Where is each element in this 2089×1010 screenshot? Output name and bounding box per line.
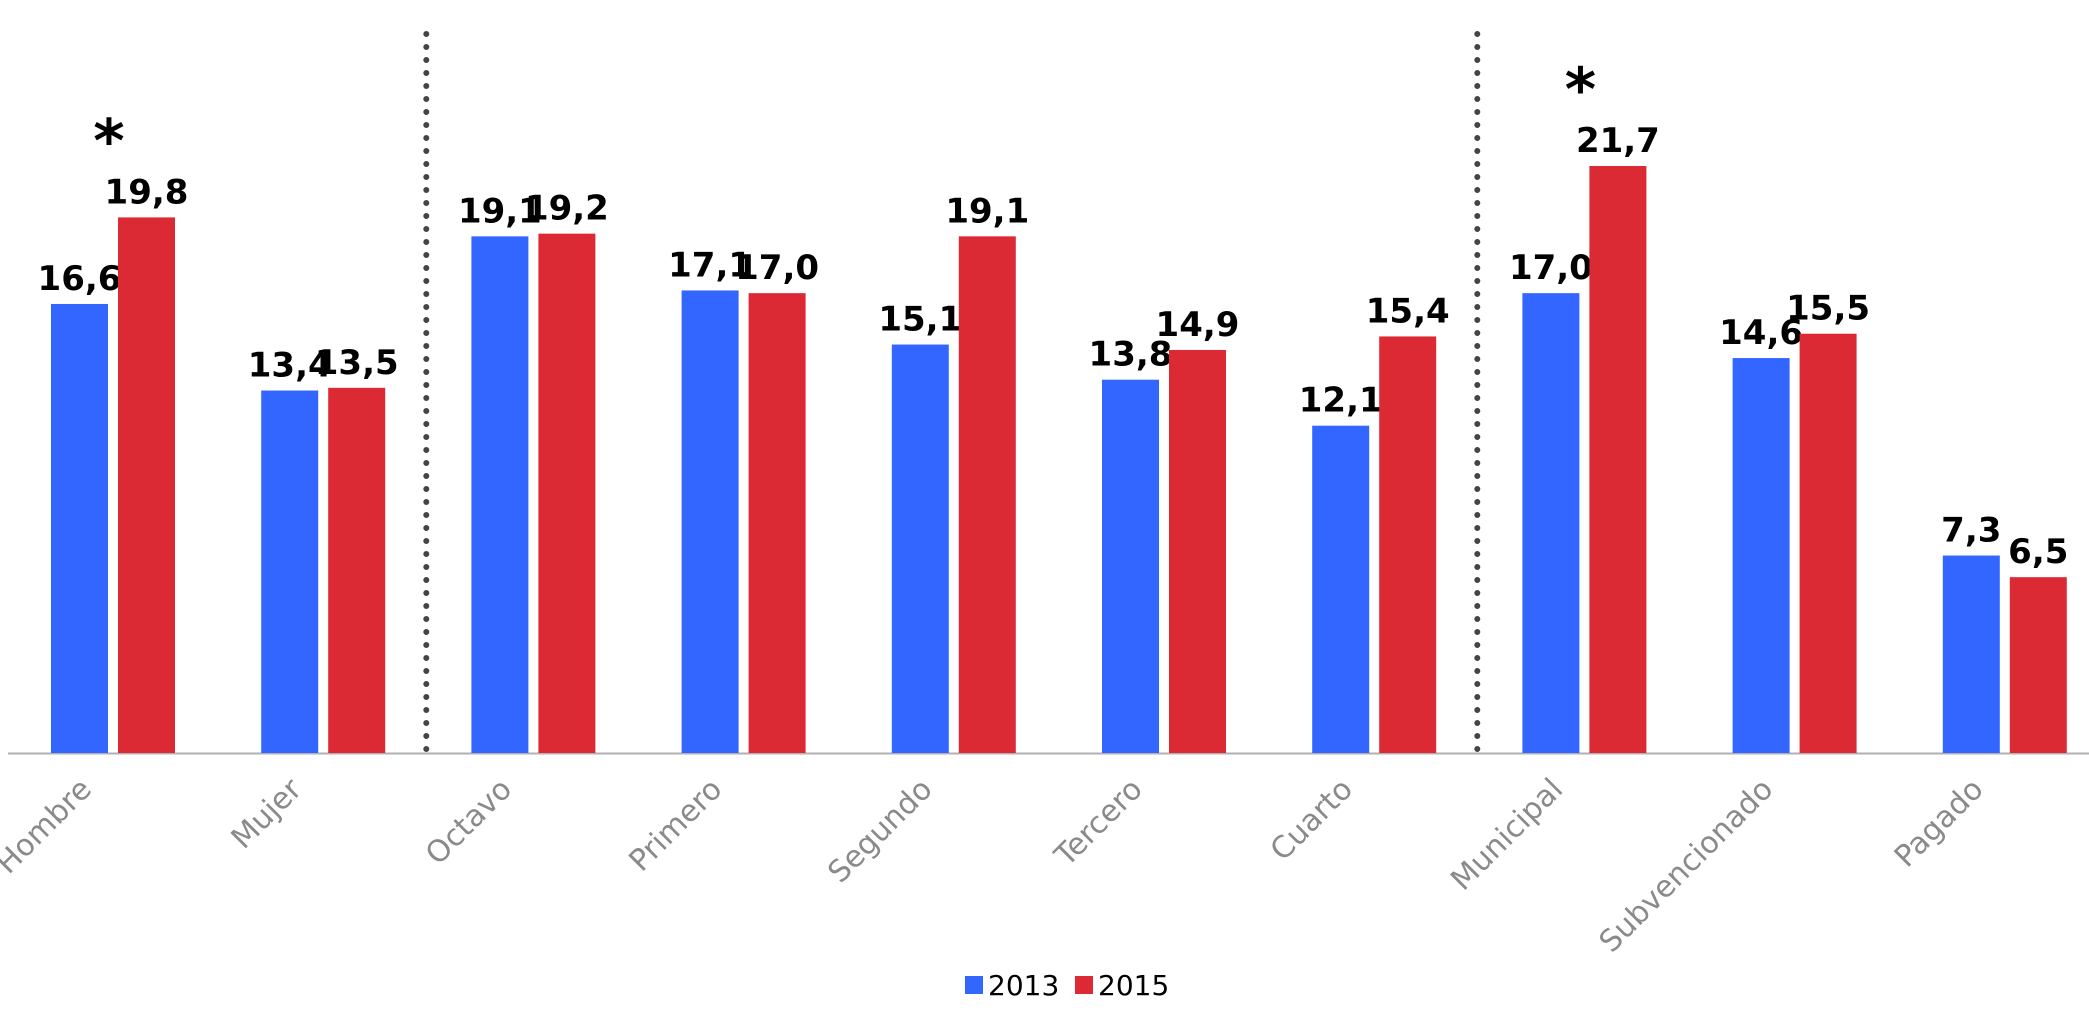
data-label-2013-Segundo: 15,1 (878, 300, 962, 340)
data-label-2013-Cuarto: 12,1 (1299, 381, 1383, 421)
bar-2013-Primero (681, 290, 739, 753)
category-label-Pagado: Pagado (1888, 772, 1990, 874)
bar-2013-Pagado (1942, 555, 2000, 753)
bar-2015-Tercero (1169, 349, 1226, 753)
bar-2013-Hombre (51, 303, 108, 753)
bar-2015-Hombre (118, 217, 175, 753)
data-label-2015-Hombre: 19,8 (105, 172, 189, 212)
bar-2013-Tercero (1102, 379, 1159, 753)
category-label-Municipal: Municipal (1444, 772, 1570, 898)
bar-2013-Mujer (261, 390, 319, 753)
data-label-2013-Mujer: 13,4 (248, 346, 332, 386)
bar-2015-Municipal (1589, 166, 1647, 753)
data-label-2015-Pagado: 6,5 (2008, 532, 2068, 572)
bar-2015-Mujer (328, 387, 386, 753)
category-label-Cuarto: Cuarto (1264, 772, 1360, 868)
bar-2015-Octavo (538, 233, 596, 753)
legend-label-2015: 2015 (1098, 969, 1169, 1002)
data-label-2015-Cuarto: 15,4 (1366, 291, 1450, 331)
significance-asterisk-Municipal: * (1565, 55, 1596, 125)
data-label-2015-Mujer: 13,5 (315, 343, 399, 383)
significance-asterisk-Hombre: * (93, 106, 124, 176)
category-label-Mujer: Mujer (225, 771, 310, 856)
data-label-2013-Octavo: 19,1 (458, 191, 542, 231)
data-label-2015-Octavo: 19,2 (525, 189, 609, 229)
legend-swatch-2015 (1075, 976, 1093, 994)
data-label-2015-Subvencionado: 15,5 (1786, 289, 1870, 329)
legend-label-2013: 2013 (988, 969, 1059, 1002)
bar-2013-Cuarto (1312, 425, 1370, 753)
data-label-2013-Subvencionado: 14,6 (1719, 313, 1803, 353)
data-label-2015-Segundo: 19,1 (945, 191, 1029, 231)
data-label-2013-Hombre: 16,6 (38, 259, 122, 299)
bar-2015-Subvencionado (1799, 333, 1857, 753)
data-label-2013-Pagado: 7,3 (1941, 511, 2001, 551)
bar-2015-Pagado (2009, 577, 2067, 753)
bar-2013-Segundo (891, 344, 949, 753)
bar-2015-Cuarto (1379, 336, 1437, 753)
data-label-2015-Tercero: 14,9 (1156, 305, 1240, 345)
data-label-2013-Primero: 17,1 (668, 245, 752, 285)
data-label-2015-Municipal: 21,7 (1576, 121, 1660, 161)
bar-2013-Octavo (471, 236, 529, 754)
category-label-Segundo: Segundo (821, 772, 939, 890)
data-label-2015-Primero: 17,0 (735, 248, 819, 288)
bar-2015-Segundo (958, 236, 1016, 754)
bar-2013-Municipal (1522, 293, 1580, 753)
category-label-Octavo: Octavo (419, 772, 519, 872)
category-label-Tercero: Tercero (1048, 772, 1150, 874)
data-label-2013-Tercero: 13,8 (1089, 335, 1173, 375)
category-label-Hombre: Hombre (0, 772, 99, 881)
category-label-Subvencionado: Subvencionado (1593, 772, 1781, 960)
data-label-2013-Municipal: 17,0 (1509, 248, 1593, 288)
bar-2013-Subvencionado (1732, 358, 1790, 753)
bar-2015-Primero (748, 293, 806, 753)
legend-swatch-2013 (965, 976, 983, 994)
category-label-Primero: Primero (623, 772, 730, 879)
